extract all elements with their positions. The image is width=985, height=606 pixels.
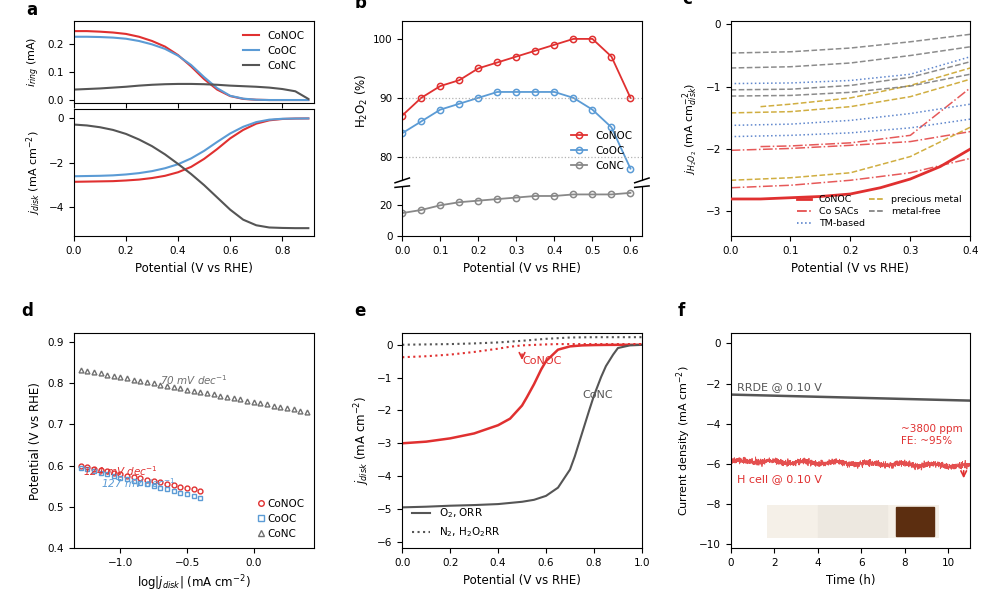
Text: b: b	[355, 0, 366, 13]
Legend: O$_2$, ORR, N$_2$, H$_2$O$_2$RR: O$_2$, ORR, N$_2$, H$_2$O$_2$RR	[408, 502, 504, 543]
Text: ~3800 ppm
FE: ~95%: ~3800 ppm FE: ~95%	[900, 424, 962, 446]
Text: H cell @ 0.10 V: H cell @ 0.10 V	[737, 474, 822, 484]
Legend: CoNOC, CoOC, CoNC: CoNOC, CoOC, CoNC	[567, 127, 636, 175]
Text: RRDE @ 0.10 V: RRDE @ 0.10 V	[737, 382, 821, 393]
Y-axis label: Current density (mA cm$^{-2}$): Current density (mA cm$^{-2}$)	[675, 365, 693, 516]
Text: CoNOC: CoNOC	[522, 356, 561, 367]
Y-axis label: $j_{disk}$ (mA cm$^{-2}$): $j_{disk}$ (mA cm$^{-2}$)	[25, 131, 43, 215]
X-axis label: Potential (V vs RHE): Potential (V vs RHE)	[463, 574, 581, 587]
Legend: CoNOC, CoOC, CoNC: CoNOC, CoOC, CoNC	[254, 494, 308, 543]
Text: 70 mV dec$^{-1}$: 70 mV dec$^{-1}$	[161, 373, 229, 387]
X-axis label: Time (h): Time (h)	[825, 574, 875, 587]
Text: 127 mV dec$^{-1}$: 127 mV dec$^{-1}$	[100, 476, 175, 490]
Y-axis label: Potential (V vs RHE): Potential (V vs RHE)	[30, 382, 42, 500]
Text: a: a	[26, 1, 37, 19]
Legend: CoNOC, CoOC, CoNC: CoNOC, CoOC, CoNC	[239, 27, 308, 75]
Text: c: c	[683, 0, 692, 8]
Y-axis label: $j_{disk}$ (mA cm$^{-2}$): $j_{disk}$ (mA cm$^{-2}$)	[352, 396, 371, 485]
X-axis label: log|$j_{disk}$| (mA cm$^{-2}$): log|$j_{disk}$| (mA cm$^{-2}$)	[137, 574, 250, 593]
Text: d: d	[21, 302, 33, 320]
Text: e: e	[355, 302, 365, 320]
Text: 124 mV dec$^{-1}$: 124 mV dec$^{-1}$	[83, 464, 158, 478]
Legend: CoNOC, Co SACs, TM-based, precious metal, metal-free: CoNOC, Co SACs, TM-based, precious metal…	[793, 191, 965, 231]
X-axis label: Potential (V vs RHE): Potential (V vs RHE)	[792, 262, 909, 275]
X-axis label: Potential (V vs RHE): Potential (V vs RHE)	[463, 262, 581, 275]
Text: f: f	[678, 302, 686, 320]
Y-axis label: $j_{H_2O_2}$ (mA cm$^{-2}_{disk}$): $j_{H_2O_2}$ (mA cm$^{-2}_{disk}$)	[681, 82, 700, 175]
Text: CoNC: CoNC	[582, 390, 613, 400]
Y-axis label: $i_{ring}$ (mA): $i_{ring}$ (mA)	[26, 37, 42, 87]
Y-axis label: H$_2$O$_2$ (%): H$_2$O$_2$ (%)	[354, 73, 370, 128]
X-axis label: Potential (V vs RHE): Potential (V vs RHE)	[135, 262, 252, 275]
